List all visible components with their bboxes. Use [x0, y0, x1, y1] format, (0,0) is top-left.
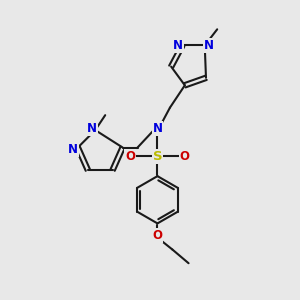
Text: O: O: [152, 230, 163, 242]
Text: N: N: [68, 143, 78, 156]
Text: O: O: [180, 150, 190, 163]
Text: S: S: [153, 150, 162, 163]
Text: N: N: [87, 122, 97, 135]
Text: N: N: [203, 39, 214, 52]
Text: O: O: [125, 150, 135, 163]
Text: N: N: [152, 122, 163, 135]
Text: N: N: [173, 39, 183, 52]
